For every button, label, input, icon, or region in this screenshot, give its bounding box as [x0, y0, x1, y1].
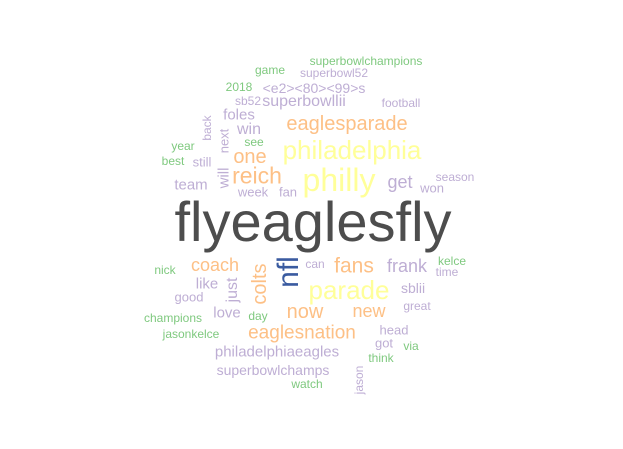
word-philadelphiaeagles: philadelphiaeagles	[214, 343, 340, 361]
word-superbowlchamps: superbowlchamps	[216, 362, 330, 378]
word-love: love	[213, 304, 241, 322]
word-won: won	[420, 180, 444, 196]
word-foles: foles	[223, 106, 255, 124]
word-great: great	[403, 299, 431, 313]
word-philly: philly	[302, 162, 376, 198]
word-eaglesnation: eaglesnation	[248, 322, 356, 344]
word-still: still	[192, 154, 212, 170]
word-superbowlchampions: superbowlchampions	[309, 54, 423, 68]
word-can: can	[305, 257, 325, 271]
word-colts: colts	[249, 263, 271, 305]
word-jasonkelce: jasonkelce	[162, 327, 220, 341]
word-week: week	[237, 184, 269, 200]
word-now: now	[286, 301, 324, 323]
word-day: day	[248, 309, 268, 323]
word-team: team	[174, 176, 208, 194]
word-coach: coach	[190, 255, 240, 275]
word-think: think	[368, 351, 394, 365]
word-reich: reich	[232, 162, 282, 189]
word-kelce: kelce	[437, 254, 467, 268]
word-via: via	[403, 339, 419, 353]
word-jason: jason	[352, 365, 366, 395]
word-watch: watch	[291, 377, 323, 391]
word-head: head	[379, 322, 409, 338]
word-fan: fan	[278, 184, 298, 200]
word-new: new	[352, 301, 386, 321]
word-good: good	[174, 289, 204, 305]
word-parade: parade	[308, 275, 390, 305]
word-get: get	[387, 172, 413, 192]
word-see: see	[244, 135, 264, 149]
word-win: win	[236, 121, 262, 138]
word-one: one	[233, 146, 267, 168]
word-season: season	[435, 170, 475, 184]
word-like: like	[195, 275, 219, 293]
word-champions: champions	[143, 311, 203, 325]
word-sb52: sb52	[234, 94, 262, 108]
word-nfl: nfl	[272, 256, 305, 288]
word-2018: 2018	[225, 80, 253, 94]
word-superbowllii: superbowllii	[262, 93, 346, 110]
word-frank: frank	[386, 256, 428, 276]
word-next: next	[216, 128, 232, 154]
word-best: best	[161, 154, 185, 168]
word-year: year	[171, 139, 195, 153]
word-got: got	[374, 335, 394, 351]
word-fans: fans	[334, 254, 374, 278]
word-back: back	[200, 115, 214, 141]
word-superbowl52: superbowl52	[299, 66, 369, 80]
word-nick: nick	[154, 263, 176, 277]
word-game: game	[254, 63, 286, 77]
word-sblii: sblii	[400, 280, 426, 296]
word-flyeaglesfly: flyeaglesfly	[174, 190, 452, 253]
word-eaglesparade: eaglesparade	[286, 113, 408, 135]
word-time: time	[435, 265, 459, 279]
word-philadelphia: philadelphia	[282, 135, 422, 165]
word-will: will	[215, 167, 233, 189]
word-e2-80-99-s: <e2><80><99>s	[262, 80, 366, 96]
word-just: just	[224, 277, 241, 303]
word-football: football	[381, 96, 421, 110]
